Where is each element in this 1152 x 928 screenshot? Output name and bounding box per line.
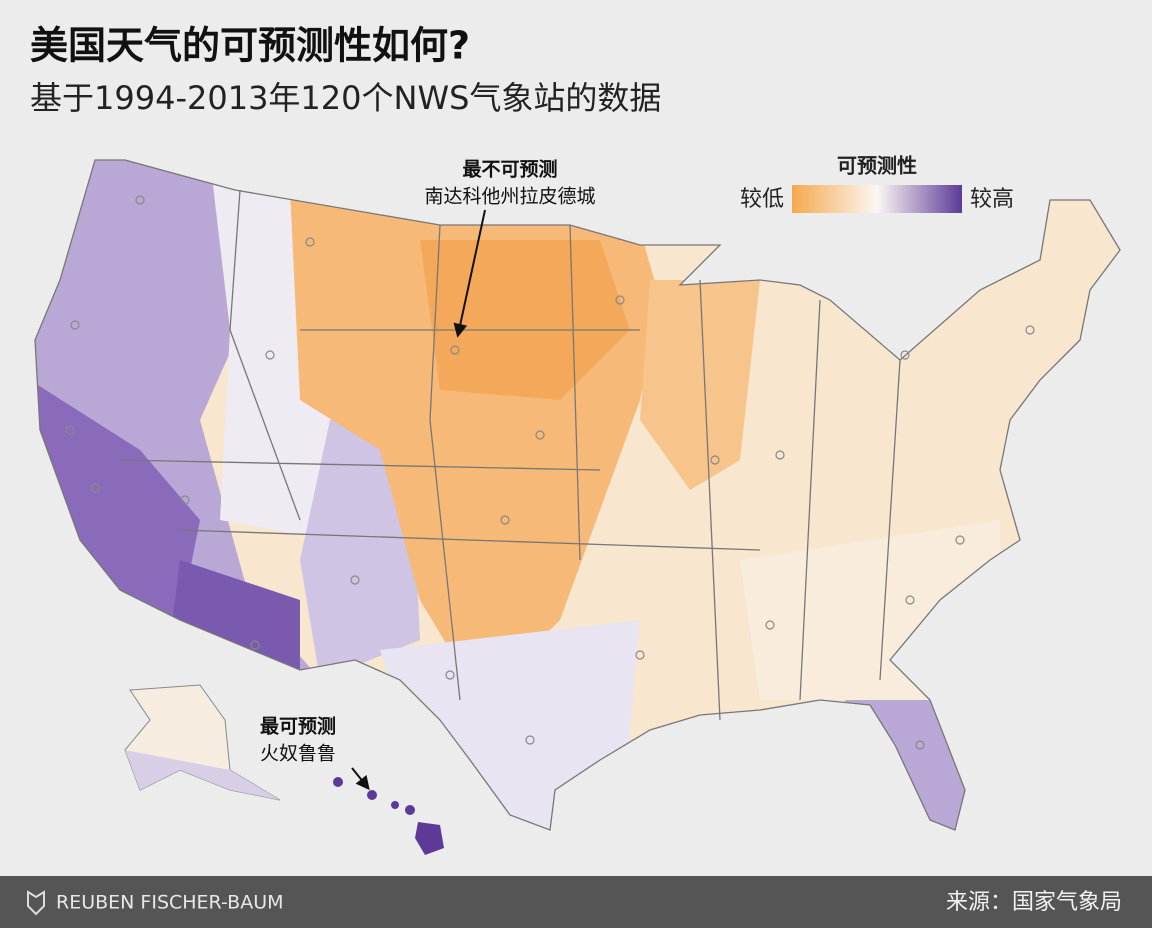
logo xyxy=(27,890,45,916)
stations xyxy=(65,195,1035,750)
title: 美国天气的可预测性如何? xyxy=(30,24,470,68)
footer-source: 来源：国家气象局 xyxy=(946,890,1122,915)
annotation-title: 最可预测 xyxy=(260,716,336,738)
hawaii xyxy=(333,777,444,855)
annotation-title: 最不可预测 xyxy=(462,159,557,181)
arrow xyxy=(453,209,486,338)
legend-low: 较低 xyxy=(740,187,784,212)
subtitle: 基于1994-2013年120个NWS气象站的数据 xyxy=(30,79,661,117)
legend-title: 可预测性 xyxy=(837,154,917,178)
legend-gradient xyxy=(792,185,962,213)
arrow xyxy=(351,767,370,791)
legend-high: 较高 xyxy=(970,187,1014,212)
annotation-text: 南达科他州拉皮德城 xyxy=(424,186,595,208)
alaska-south xyxy=(125,750,280,800)
footer-bar xyxy=(0,876,1152,928)
state-borders xyxy=(119,189,901,721)
footer-credit: REUBEN FISCHER-BAUM xyxy=(56,892,284,914)
annotation-text: 火奴鲁鲁 xyxy=(260,743,336,765)
